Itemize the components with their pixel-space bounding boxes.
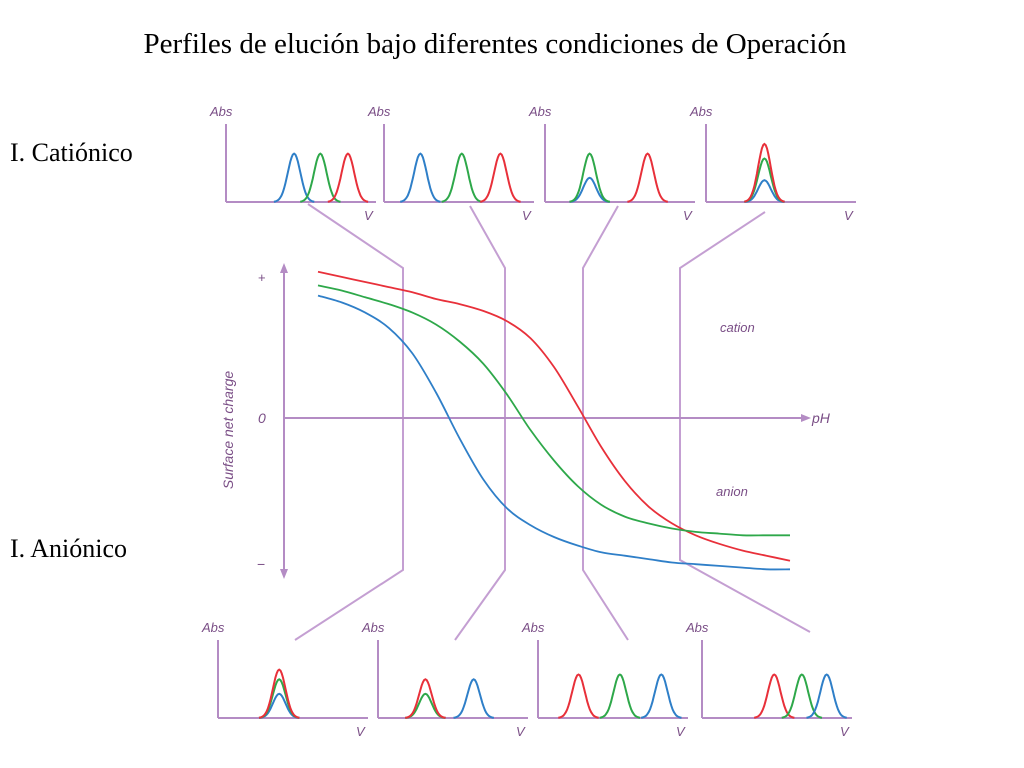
cationic-panel-4: Abs V <box>689 104 856 223</box>
panel-abs-label: Abs <box>521 620 545 635</box>
panel-abs-label: Abs <box>361 620 385 635</box>
cationic-panel-2: Abs V <box>367 104 534 223</box>
peak-blue <box>400 152 441 203</box>
peak-blue <box>744 179 785 203</box>
panel-v-label: V <box>516 724 526 739</box>
anionic-elution-panels: Abs V Abs V Abs V Abs V <box>201 620 852 739</box>
connector-line-3 <box>582 205 629 641</box>
panel-v-label: V <box>676 724 686 739</box>
anionic-panel-4: Abs V <box>685 620 852 739</box>
connector-line-2 <box>454 205 506 641</box>
panel-v-label: V <box>364 208 374 223</box>
panel-abs-label: Abs <box>367 104 391 119</box>
label-cationic: I. Catiónico <box>10 138 133 167</box>
peak-green <box>569 152 610 203</box>
label-anionic: I. Aniónico <box>10 534 127 563</box>
panel-abs-label: Abs <box>685 620 709 635</box>
peak-red <box>558 673 599 719</box>
cationic-panel-1: Abs V <box>209 104 376 223</box>
peak-blue <box>806 673 847 719</box>
y-tick-minus: − <box>257 556 265 572</box>
slide-title: Perfiles de elución bajo diferentes cond… <box>143 28 847 60</box>
panel-v-label: V <box>840 724 850 739</box>
peak-red <box>405 678 446 719</box>
peak-red <box>258 668 300 719</box>
cationic-elution-panels: Abs V Abs V Abs V Abs V <box>209 104 856 223</box>
connector-lines <box>294 203 811 641</box>
panel-abs-label: Abs <box>209 104 233 119</box>
main-chart: + 0 − Surface net charge pH cation anion <box>220 263 831 579</box>
peak-blue <box>453 678 495 719</box>
annotation-cation: cation <box>720 320 755 335</box>
panel-abs-label: Abs <box>528 104 552 119</box>
panel-abs-label: Abs <box>201 620 225 635</box>
anionic-panel-3: Abs V <box>521 620 688 739</box>
peak-green <box>258 678 300 719</box>
peak-red <box>753 673 795 719</box>
peak-blue <box>569 176 610 203</box>
peak-green <box>781 673 823 719</box>
y-tick-zero: 0 <box>258 410 266 426</box>
panel-v-label: V <box>844 208 854 223</box>
panel-v-label: V <box>683 208 693 223</box>
y-axis-label: Surface net charge <box>220 371 236 490</box>
y-tick-plus: + <box>258 270 266 285</box>
charge-curve-green <box>317 284 790 537</box>
panel-v-label: V <box>356 724 366 739</box>
connector-line-4 <box>679 211 811 633</box>
panel-v-label: V <box>522 208 532 223</box>
connector-line-1 <box>294 203 404 641</box>
peak-red <box>744 142 785 203</box>
charge-curve-red <box>317 270 791 562</box>
anionic-panel-1: Abs V <box>201 620 368 739</box>
cationic-panel-3: Abs V <box>528 104 695 223</box>
peak-red <box>480 152 521 203</box>
anionic-panel-2: Abs V <box>361 620 528 739</box>
peak-red <box>327 152 369 203</box>
panel-abs-label: Abs <box>689 104 713 119</box>
peak-green <box>441 152 483 203</box>
annotation-anion: anion <box>716 484 748 499</box>
charge-curve-blue <box>317 294 791 571</box>
x-axis-label: pH <box>811 410 831 426</box>
peak-blue <box>640 673 682 719</box>
peak-green <box>599 673 641 719</box>
peak-red <box>627 152 668 203</box>
